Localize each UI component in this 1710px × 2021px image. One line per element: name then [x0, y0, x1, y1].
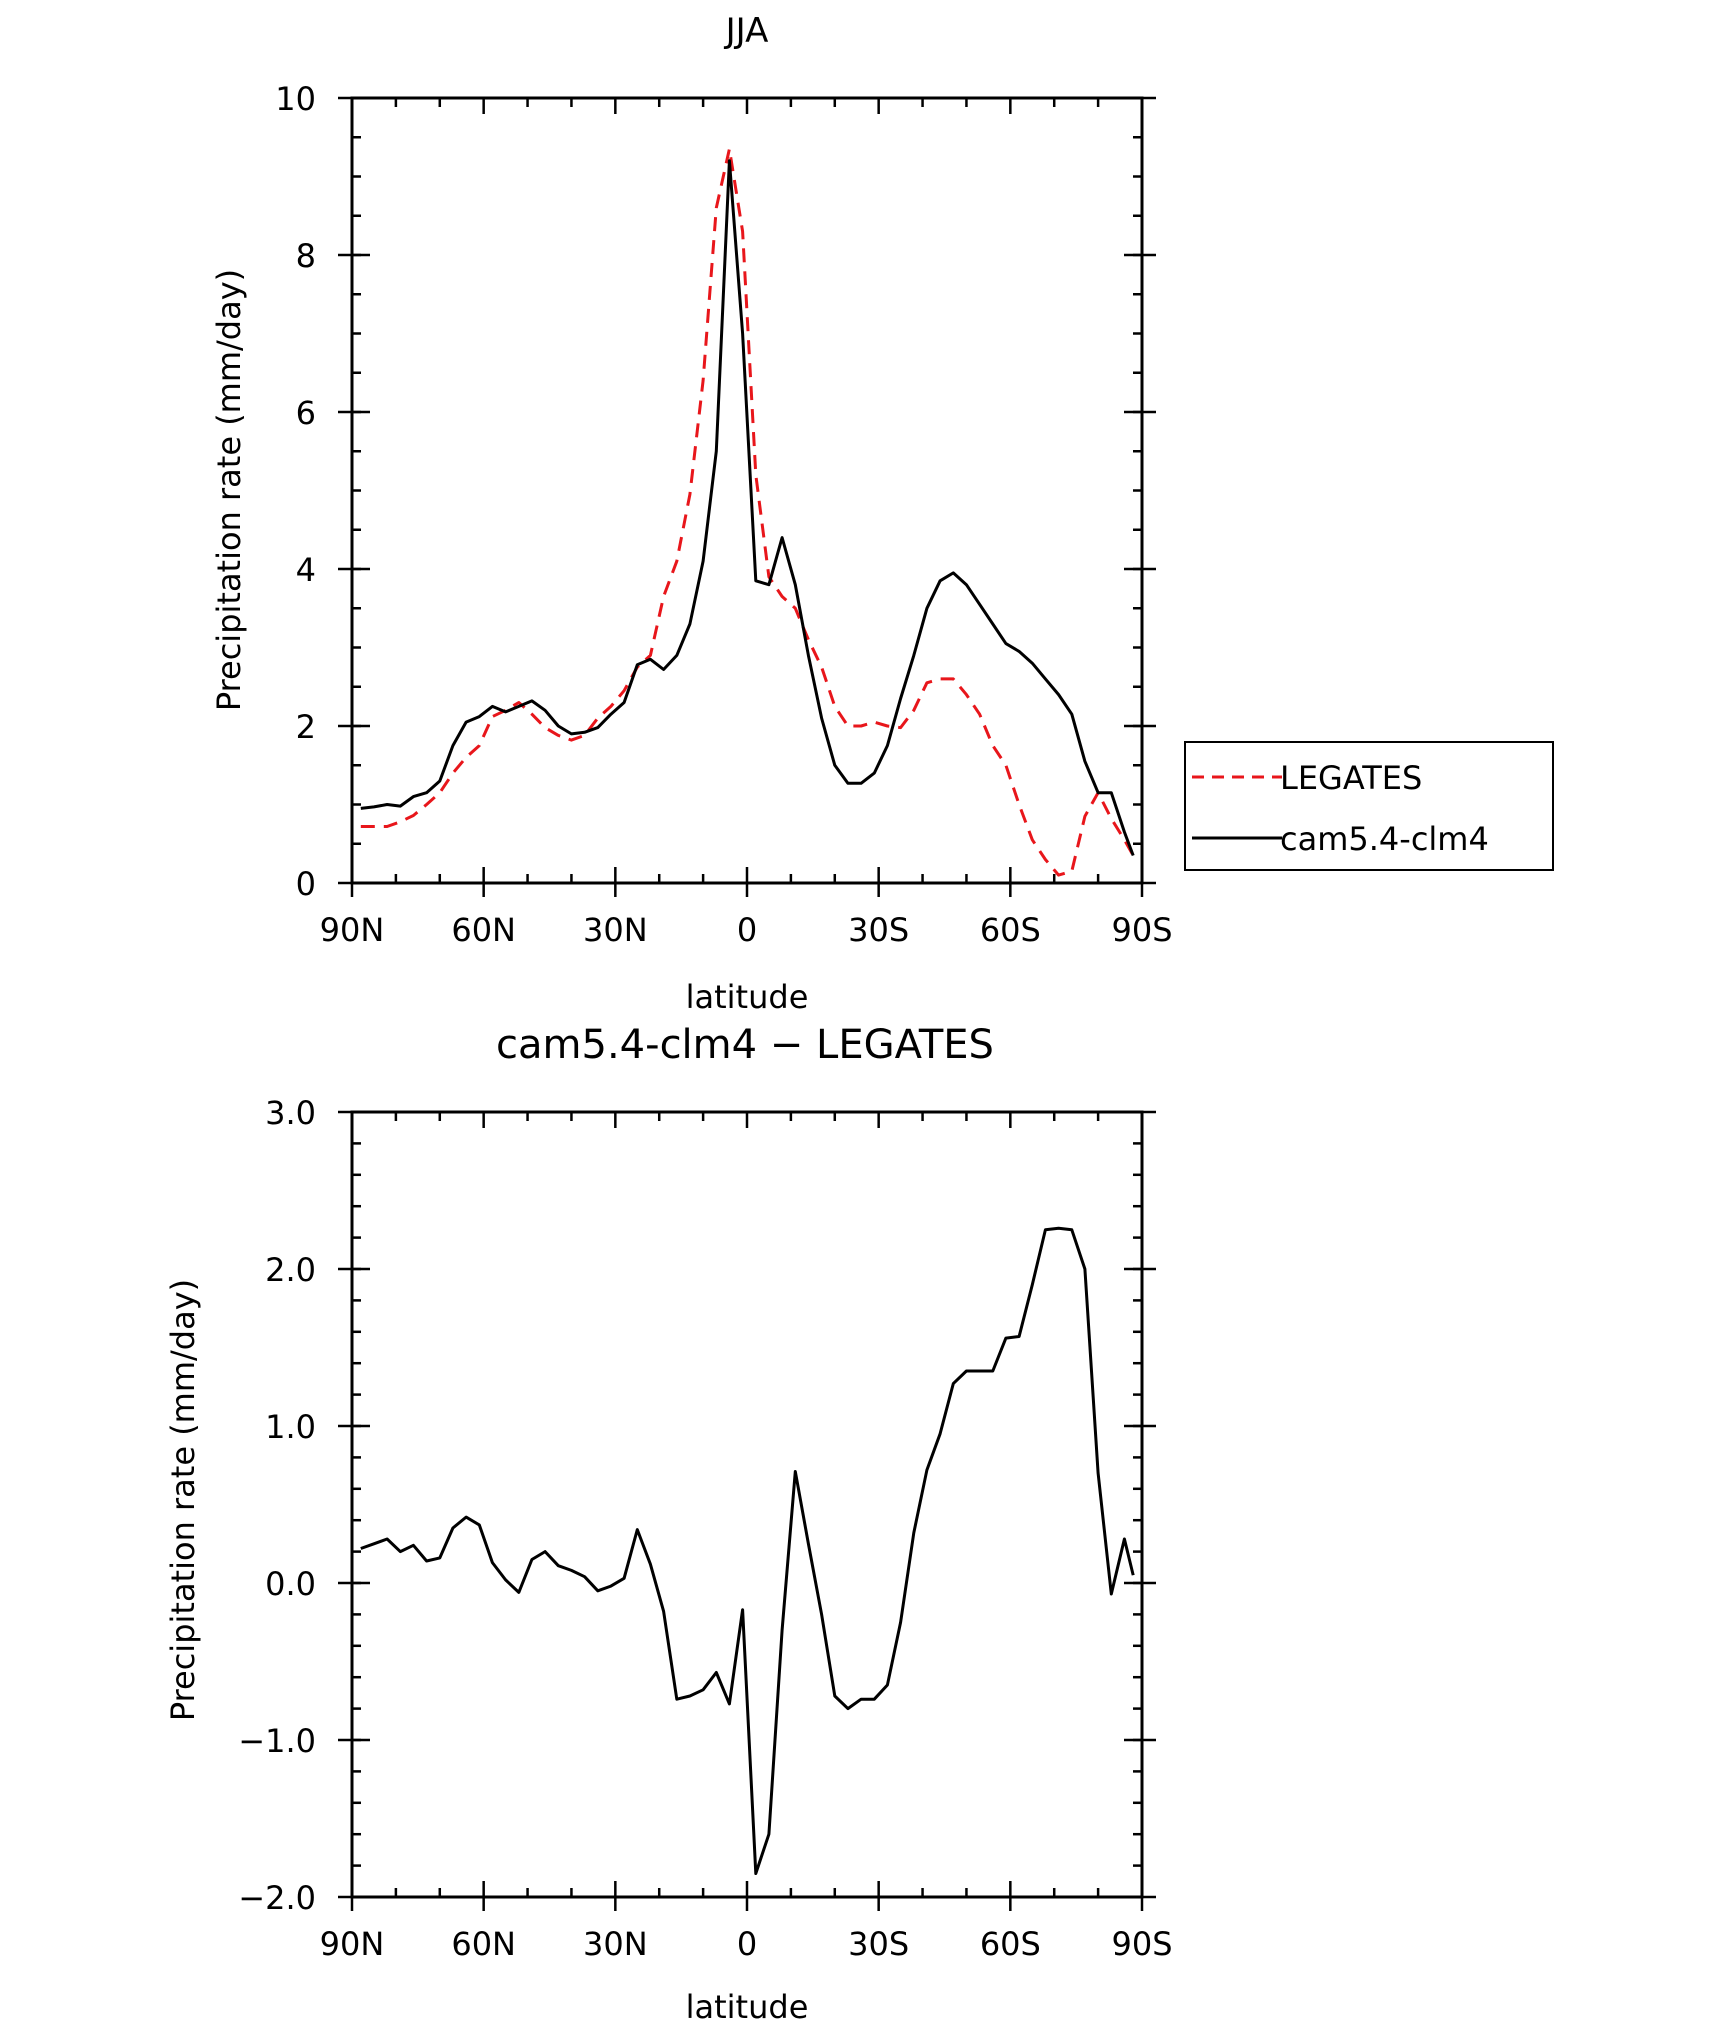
legend-label-legates: LEGATES [1280, 759, 1422, 797]
y-tick-label: 8 [296, 237, 316, 275]
tick-layer: 90N 60N 30N 0 30S 60S 90S 0 2 4 6 8 10 [275, 80, 1172, 949]
series-line-1 [360, 1226, 1135, 1875]
x-tick-label: 30N [583, 1925, 648, 1963]
x-tick-label: 90N [320, 911, 385, 949]
x-axis-label: latitude [686, 978, 809, 1016]
chart-title: cam5.4-clm4 − LEGATES [496, 1022, 994, 1068]
series-line-2 [360, 159, 1135, 857]
y-tick-label: 0.0 [265, 1565, 316, 1603]
x-tick-label: 0 [737, 911, 757, 949]
y-tick-label: 6 [296, 394, 316, 432]
legend: LEGATES cam5.4-clm4 [1184, 741, 1554, 871]
x-tick-label: 90N [320, 1925, 385, 1963]
y-tick-label: 4 [296, 551, 316, 589]
series-line-1 [360, 147, 1135, 877]
x-tick-label: 60S [980, 1925, 1041, 1963]
legend-box [1184, 741, 1554, 871]
x-tick-label: 60S [980, 911, 1041, 949]
y-axis-label: Precipitation rate (mm/day) [210, 269, 248, 711]
y-tick-label: 3.0 [265, 1094, 316, 1132]
x-tick-label: 90S [1111, 1925, 1172, 1963]
y-tick-label: 10 [275, 80, 316, 118]
y-axis-label: Precipitation rate (mm/day) [164, 1279, 202, 1721]
y-tick-label: −1.0 [238, 1722, 316, 1760]
panel-bottom-difference: cam5.4-clm4 − LEGATES 90N 60N 30N 0 30S 60S 90… [164, 1022, 1173, 2021]
x-tick-label: 90S [1111, 911, 1172, 949]
x-tick-label: 30N [583, 911, 648, 949]
x-axis-label: latitude [686, 1988, 809, 2021]
y-tick-label: −2.0 [238, 1879, 316, 1917]
y-tick-label: 1.0 [265, 1408, 316, 1446]
y-tick-label: 2.0 [265, 1251, 316, 1289]
legend-label-cam: cam5.4-clm4 [1280, 820, 1489, 858]
series-layer [360, 1226, 1135, 1875]
y-tick-label: 2 [296, 708, 316, 746]
x-tick-label: 30S [848, 1925, 909, 1963]
x-tick-label: 60N [451, 911, 516, 949]
series-layer [360, 147, 1135, 877]
chart-title: JJA [724, 11, 769, 51]
x-tick-label: 60N [451, 1925, 516, 1963]
y-tick-label: 0 [296, 865, 316, 903]
tick-layer: 90N 60N 30N 0 30S 60S 90S −2.0 −1.0 0.0 1.0 2.0 3.0 [238, 1094, 1172, 1963]
x-tick-label: 30S [848, 911, 909, 949]
x-tick-label: 0 [737, 1925, 757, 1963]
